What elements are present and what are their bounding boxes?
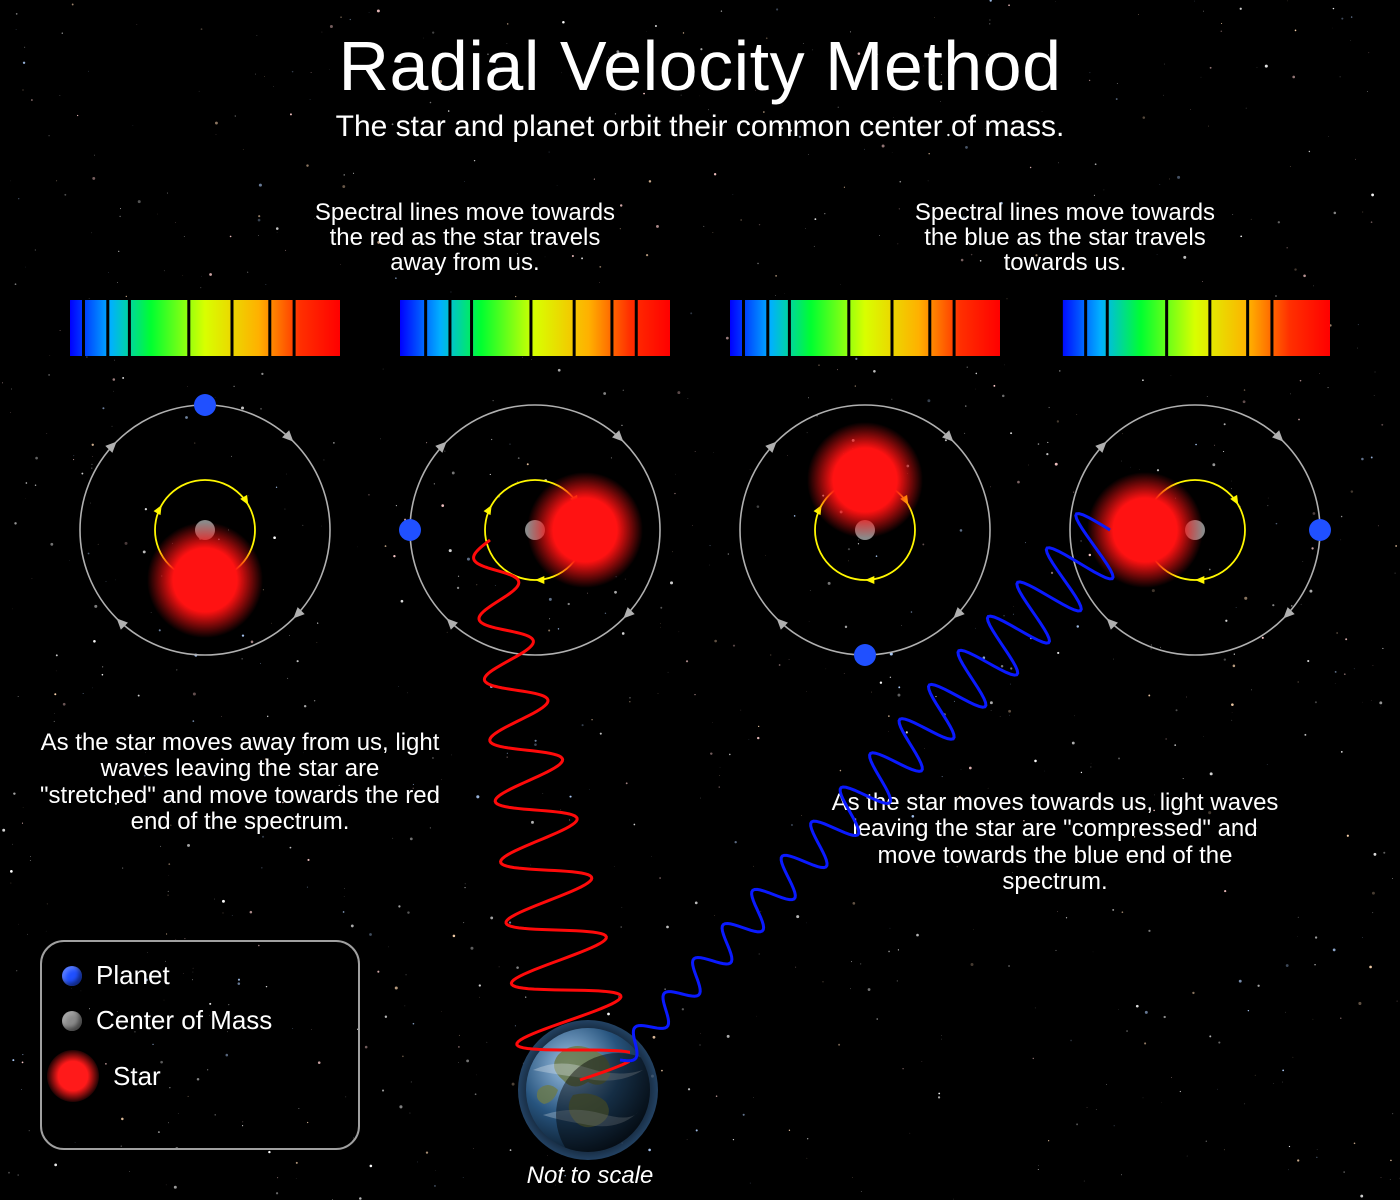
caption-blueshift-top: Spectral lines move towards the blue as …: [900, 200, 1230, 276]
orbit-diagram-4: [1055, 380, 1335, 680]
com-swatch: [62, 1011, 82, 1031]
not-to-scale-label: Not to scale: [460, 1162, 720, 1190]
earth-icon: [518, 1020, 658, 1160]
page-subtitle: The star and planet orbit their common c…: [0, 110, 1400, 144]
spectra-row: [0, 300, 1400, 356]
legend-row-com: Center of Mass: [62, 1005, 338, 1036]
star-swatch: [47, 1050, 99, 1102]
page-title: Radial Velocity Method: [0, 26, 1400, 106]
spectrum-3: [730, 300, 1000, 356]
planet-swatch: [62, 966, 82, 986]
caption-blueshift-bottom: As the star moves towards us, light wave…: [830, 790, 1280, 896]
spectrum-4-blueshifted: [1060, 300, 1330, 356]
legend-row-star: Star: [62, 1050, 338, 1102]
legend-label-com: Center of Mass: [96, 1005, 272, 1036]
legend-row-planet: Planet: [62, 960, 338, 991]
caption-redshift-bottom: As the star moves away from us, light wa…: [40, 730, 440, 836]
orbit-diagram-2: [395, 380, 675, 680]
orbit-diagram-1: [65, 380, 345, 680]
orbit-diagram-3: [725, 380, 1005, 680]
legend: Planet Center of Mass Star: [40, 940, 360, 1150]
caption-redshift-top: Spectral lines move towards the red as t…: [300, 200, 630, 276]
spectrum-1: [70, 300, 340, 356]
diagram-content: Radial Velocity Method The star and plan…: [0, 0, 1400, 1200]
legend-label-planet: Planet: [96, 960, 170, 991]
legend-label-star: Star: [113, 1061, 161, 1092]
orbits-row: [0, 380, 1400, 680]
spectrum-2-redshifted: [400, 300, 670, 356]
